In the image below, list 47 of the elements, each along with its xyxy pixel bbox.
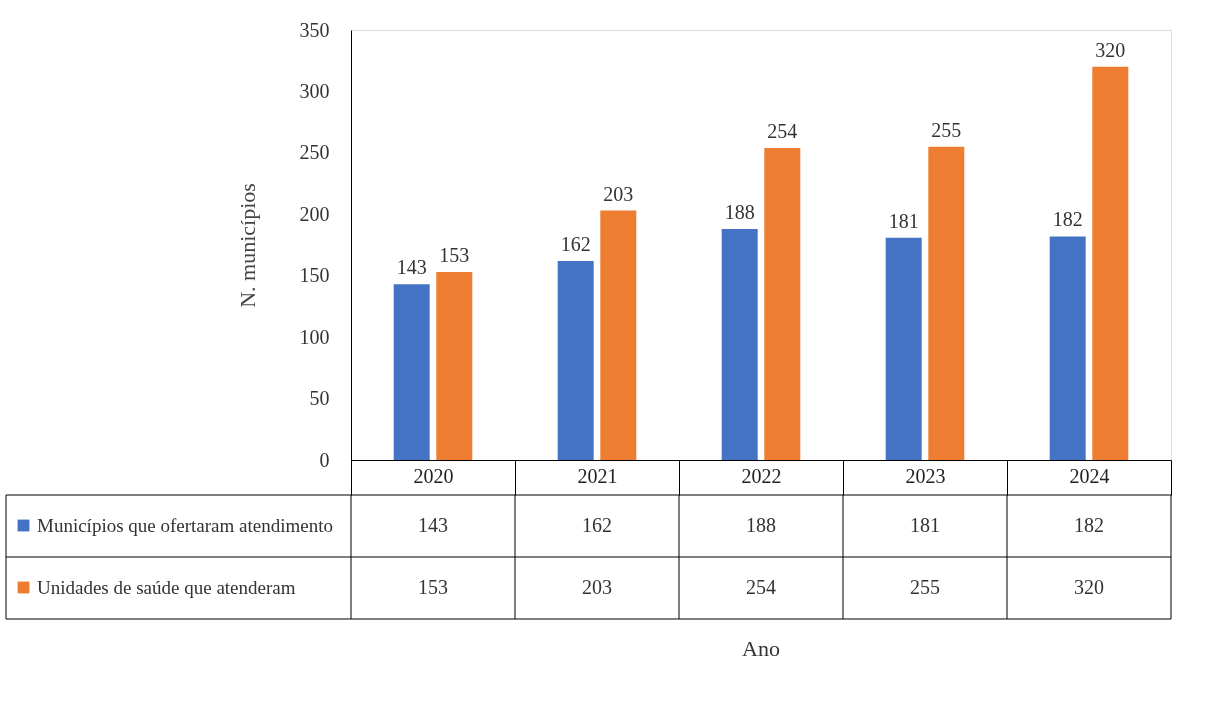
text: 162 (582, 514, 612, 536)
y-tick-label: 250 (299, 141, 330, 164)
data-label: 182 (1052, 208, 1083, 231)
text: 153 (418, 576, 448, 598)
data-label: 188 (724, 201, 755, 224)
x-tick-label: 2024 (1069, 464, 1110, 487)
y-axis-title: N. municípios (234, 183, 260, 308)
data-label: 254 (767, 119, 798, 142)
data-label: 162 (560, 232, 591, 255)
text: 143 (418, 514, 448, 536)
y-tick-label: 0 (319, 448, 330, 471)
x-tick-label: 2023 (905, 464, 946, 487)
data-label: 320 (1095, 38, 1126, 61)
text: 181 (910, 514, 940, 536)
x-tick-label: 2022 (741, 464, 782, 487)
bar (1049, 236, 1086, 460)
y-tick-label: 200 (299, 202, 330, 225)
data-label: 181 (888, 209, 919, 232)
text: 182 (1074, 514, 1104, 536)
y-tick-label: 150 (299, 264, 330, 287)
bar (721, 229, 758, 460)
text: 254 (746, 576, 776, 598)
data-label: 203 (603, 182, 634, 205)
legend-label: Municípios que ofertaram atendimento (37, 514, 333, 536)
bar (1092, 66, 1129, 460)
bar (764, 147, 801, 460)
data-label: 255 (931, 118, 962, 141)
bar (393, 284, 430, 460)
text: 320 (1074, 576, 1104, 598)
x-tick-label: 2021 (577, 464, 618, 487)
y-tick-label: 100 (299, 325, 330, 348)
y-tick-label: 300 (299, 79, 330, 102)
text: Ano (742, 636, 780, 661)
bar (600, 210, 637, 460)
bar (928, 146, 965, 460)
text: 255 (910, 576, 940, 598)
data-label: 153 (439, 244, 470, 267)
text: 188 (746, 514, 776, 536)
y-tick-label: 50 (309, 387, 330, 410)
bar (885, 237, 922, 460)
bar (557, 260, 594, 460)
text: 203 (582, 576, 612, 598)
bar (436, 272, 473, 460)
y-tick-label: 350 (299, 18, 330, 41)
data-label: 143 (396, 256, 427, 279)
legend-label: Unidades de saúde que atenderam (37, 576, 296, 598)
x-tick-label: 2020 (413, 464, 454, 487)
